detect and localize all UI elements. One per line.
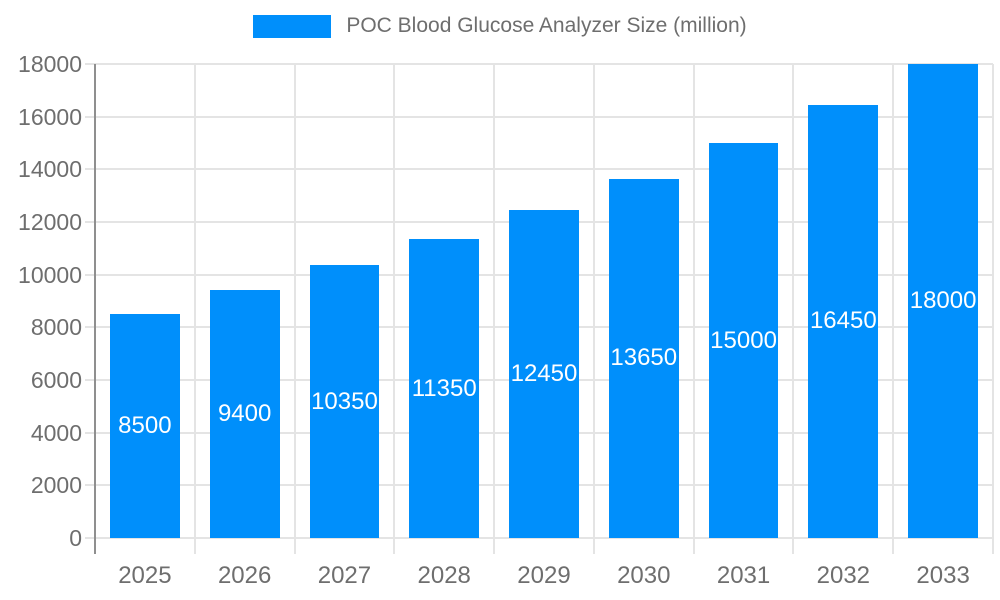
x-axis-label: 2026 [217,562,272,589]
y-tick-mark [85,484,95,487]
y-axis-label: 10000 [18,261,82,288]
y-gridline [95,537,993,539]
y-tick-mark [85,431,95,434]
x-gridline [592,64,595,538]
x-gridline [493,64,496,538]
y-axis-label: 0 [69,525,82,551]
y-tick-mark [85,379,95,381]
bar-2033[interactable] [908,64,979,538]
x-tick-mark [692,538,695,554]
y-axis-label: 4000 [30,419,82,446]
x-axis-label: 2025 [118,562,172,589]
y-axis-label: 12000 [18,209,82,235]
y-axis-line [94,64,96,554]
plot-area: 8500 9400 10350 11350 12450 13650 15000 16450 18… [95,63,994,539]
x-gridline [193,64,196,538]
x-gridline [792,64,795,538]
y-gridline [95,168,993,171]
x-axis-label: 2028 [417,562,471,589]
y-tick-mark [85,115,95,118]
y-axis-label: 18000 [18,51,82,77]
x-axis-label: 2030 [617,562,671,589]
x-axis-label: 2032 [816,562,871,589]
x-tick-mark [493,538,496,554]
legend-label: POC Blood Glucose Analyzer Size (million… [346,14,747,37]
y-axis-label: 16000 [18,103,82,130]
x-tick-mark [892,538,895,554]
y-tick-mark [85,326,95,329]
y-tick-mark [85,168,95,171]
bar-2027[interactable] [309,265,380,538]
legend-swatch [253,14,332,38]
x-gridline [393,64,396,538]
bar-2029[interactable] [509,210,579,538]
y-gridline [95,115,993,118]
bar-2025[interactable] [109,314,180,538]
x-tick-mark [293,538,296,554]
x-tick-mark [393,538,396,554]
x-tick-mark [592,538,595,554]
x-gridline [892,64,895,538]
x-axis-label: 2029 [517,562,571,589]
y-axis-label: 6000 [30,367,82,393]
y-tick-mark [85,537,95,539]
y-gridline [95,63,993,65]
bar-2030[interactable] [608,178,679,538]
bar-2031[interactable] [708,143,779,538]
y-tick-mark [85,273,95,276]
bar-2032[interactable] [808,104,879,538]
y-axis-label: 2000 [30,472,82,499]
bar-2028[interactable] [409,239,480,538]
y-tick-mark [85,63,95,65]
bar-2026[interactable] [209,290,280,538]
chart-legend[interactable]: POC Blood Glucose Analyzer Size (million… [0,14,1000,38]
x-tick-mark [992,538,994,554]
y-tick-mark [85,221,95,223]
x-gridline [692,64,695,538]
y-axis-label: 8000 [30,314,82,341]
x-axis-label: 2033 [916,562,970,589]
x-axis-label: 2031 [716,562,771,589]
y-axis-label: 14000 [18,156,82,183]
x-gridline [992,64,994,538]
x-tick-mark [193,538,196,554]
x-tick-mark [792,538,795,554]
x-gridline [293,64,296,538]
x-axis-label: 2027 [317,562,372,589]
